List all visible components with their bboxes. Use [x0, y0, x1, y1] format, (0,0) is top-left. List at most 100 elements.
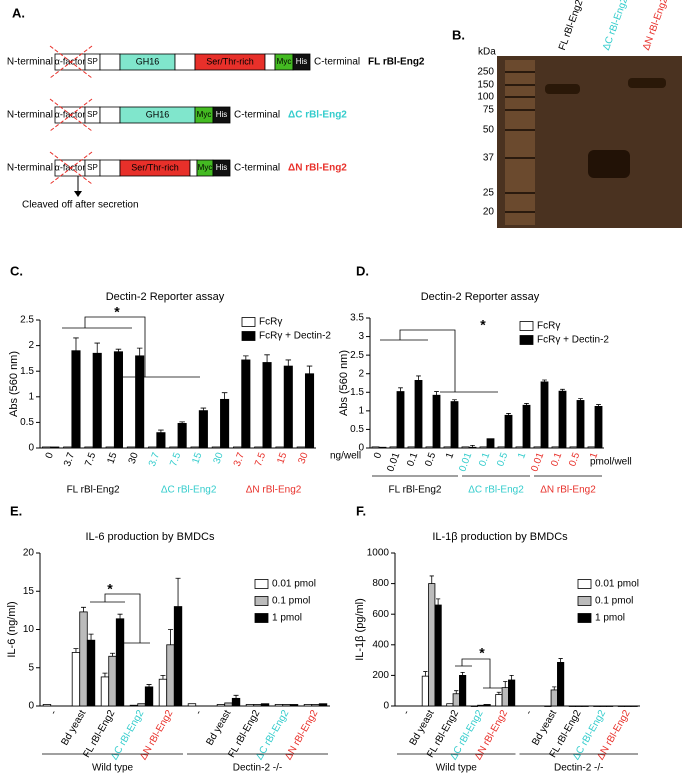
- y-axis-label: IL-6 (ng/ml): [6, 601, 18, 657]
- bar: [135, 355, 145, 449]
- x-tick-label: 0.01: [457, 451, 474, 473]
- domain-label: GH16: [146, 109, 170, 119]
- domain-label: SP: [87, 110, 98, 119]
- error-bar: [285, 359, 292, 367]
- domain-label: Myc: [198, 163, 213, 172]
- significance-bracket: [84, 316, 146, 377]
- significance: *: [107, 581, 113, 597]
- bar: [452, 693, 460, 707]
- bar: [254, 446, 264, 449]
- note: Cleaved off after secretion: [22, 200, 139, 211]
- error-bar: [524, 403, 529, 406]
- domain-label: His: [216, 110, 228, 119]
- bar: [533, 446, 542, 449]
- legend-swatch: [254, 613, 269, 623]
- error-bar: [175, 577, 181, 607]
- group-label: Wild type: [92, 763, 134, 774]
- error-bar: [578, 398, 583, 401]
- domain: [174, 53, 196, 71]
- x-tick-label: -: [193, 708, 204, 716]
- bar: [483, 704, 491, 707]
- bar: [522, 404, 531, 449]
- error-bar: [243, 355, 249, 360]
- error-bar: [423, 671, 428, 677]
- error-bar: [509, 675, 514, 680]
- bar: [137, 703, 146, 707]
- bar: [581, 705, 589, 707]
- gel-unit: kDa: [478, 47, 496, 58]
- error-bar: [558, 658, 563, 663]
- error-bar: [167, 629, 174, 645]
- construct-name: FL rBl-Eng2: [368, 57, 425, 68]
- bar: [41, 446, 52, 449]
- x-tick-label: 0.5: [567, 451, 582, 468]
- error-bar: [200, 407, 207, 411]
- chart-title: IL-6 production by BMDCs: [86, 531, 215, 543]
- x-tick-label: 30: [212, 451, 226, 466]
- c-terminal: C-terminal: [234, 110, 280, 121]
- bar: [79, 611, 88, 707]
- legend-label: 0.1 pmol: [272, 596, 310, 607]
- marker-label: 150: [477, 80, 494, 91]
- error-bar: [452, 399, 457, 402]
- bar: [144, 686, 154, 707]
- y-axis-label: Abs (560 nm): [338, 350, 350, 416]
- error-bar: [470, 445, 475, 448]
- bar: [495, 694, 503, 707]
- bar: [156, 432, 166, 449]
- y-tick-label: 0.5: [20, 417, 34, 428]
- bar: [515, 446, 524, 449]
- x-tick-label: 1: [444, 451, 456, 460]
- error-bar: [221, 392, 228, 400]
- x-tick-label: 7.5: [253, 451, 268, 468]
- bar: [224, 702, 233, 707]
- legend-swatch: [577, 613, 592, 623]
- bar: [540, 381, 549, 449]
- group-label: ΔN rBl-Eng2: [540, 485, 596, 496]
- bar: [304, 373, 315, 449]
- bar: [389, 446, 398, 449]
- bar: [461, 446, 470, 449]
- x-tick-label: 7.5: [83, 451, 98, 468]
- error-bar: [94, 342, 100, 354]
- bar: [479, 446, 488, 449]
- bar: [233, 446, 243, 449]
- bar: [231, 697, 241, 707]
- error-bar: [179, 421, 185, 424]
- domain: [99, 53, 121, 71]
- bar: [296, 446, 306, 449]
- domain: [189, 159, 198, 177]
- y-tick-label: 20: [23, 548, 35, 559]
- domain-label: His: [296, 57, 308, 66]
- bar: [177, 423, 187, 449]
- x-tick-label: 1: [516, 451, 528, 460]
- bar: [311, 704, 320, 707]
- error-bar: [542, 379, 547, 382]
- legend-label: 1 pmol: [595, 613, 625, 624]
- error-bar: [398, 387, 403, 392]
- error-bar: [552, 686, 557, 690]
- group-label: ΔC rBl-Eng2: [161, 485, 217, 496]
- y-tick-label: 0: [383, 701, 389, 712]
- bar: [100, 676, 110, 707]
- legend-swatch: [519, 321, 534, 331]
- bar: [599, 705, 607, 707]
- error-bar: [160, 675, 166, 680]
- marker-label: 250: [477, 67, 494, 78]
- bar: [450, 401, 459, 449]
- y-tick-label: 1000: [367, 548, 390, 559]
- n-terminal: N-terminal: [7, 110, 53, 121]
- legend-label: 0.1 pmol: [595, 596, 633, 607]
- y-tick-label: 1: [358, 405, 364, 416]
- bar: [187, 703, 197, 707]
- x-tick-label: 1: [588, 451, 600, 460]
- y-tick-label: 2: [28, 340, 34, 351]
- bar: [166, 644, 175, 707]
- domain: [99, 159, 121, 177]
- cleave-mark: [49, 45, 93, 79]
- error-bar: [435, 598, 441, 606]
- bar: [624, 705, 632, 707]
- bar: [414, 379, 423, 449]
- group-label: Wild type: [436, 763, 478, 774]
- x-tick-label: 0.5: [495, 451, 510, 468]
